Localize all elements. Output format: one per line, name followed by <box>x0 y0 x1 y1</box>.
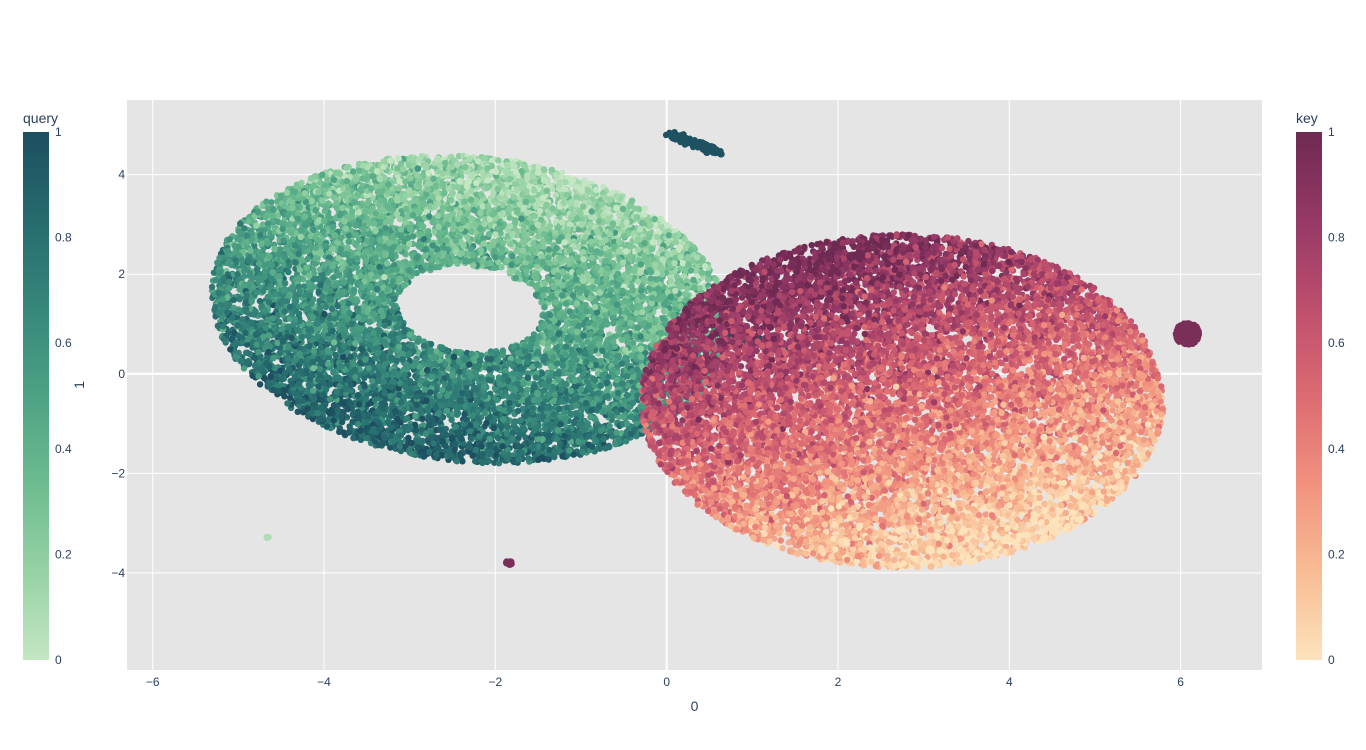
data-points <box>208 129 1203 571</box>
scatter-point <box>704 270 712 277</box>
scatter-point <box>622 354 629 362</box>
scatter-point <box>610 320 617 327</box>
scatter-point <box>304 255 311 263</box>
